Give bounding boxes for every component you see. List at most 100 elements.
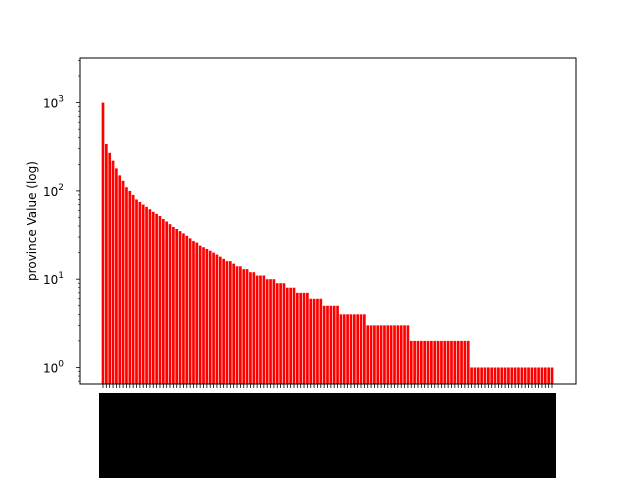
bar	[269, 279, 272, 384]
bar	[259, 275, 262, 384]
bar	[195, 242, 199, 384]
bar	[413, 340, 416, 384]
bar	[396, 325, 400, 384]
bar	[312, 298, 316, 384]
bar	[121, 180, 125, 384]
bar	[326, 305, 329, 384]
bar	[148, 209, 152, 384]
bar	[419, 340, 423, 384]
bar	[363, 314, 366, 384]
bar	[239, 266, 242, 384]
bar	[389, 325, 393, 384]
bar	[332, 305, 336, 384]
bar	[151, 211, 155, 384]
bar	[376, 325, 380, 384]
bar	[503, 367, 507, 384]
bar	[185, 235, 189, 384]
bar	[188, 238, 192, 384]
bar	[135, 199, 138, 384]
bar	[349, 314, 353, 384]
bar	[158, 215, 162, 384]
bar	[275, 283, 279, 384]
bar	[138, 201, 142, 384]
bar	[279, 283, 282, 384]
bar	[255, 275, 259, 384]
bar	[182, 233, 185, 384]
bar	[373, 325, 376, 384]
bar	[218, 256, 222, 384]
bar	[225, 261, 229, 384]
bar	[523, 367, 527, 384]
bar	[125, 187, 128, 384]
bar	[463, 340, 467, 384]
bar	[262, 275, 266, 384]
bar	[416, 340, 420, 384]
bar	[302, 292, 306, 384]
bar	[359, 314, 363, 384]
bar	[366, 325, 370, 384]
bar	[369, 325, 373, 384]
bar	[520, 367, 524, 384]
bar	[423, 340, 427, 384]
bar	[309, 298, 313, 384]
bar	[175, 229, 179, 384]
bar	[202, 247, 205, 384]
bar	[493, 367, 497, 384]
bars-group	[101, 102, 554, 384]
bar	[550, 367, 554, 384]
bar	[470, 367, 473, 384]
bar	[460, 340, 463, 384]
bar	[446, 340, 450, 384]
bar	[487, 367, 490, 384]
y-ticks-group: 100 101 102 103	[43, 60, 80, 382]
bar	[500, 367, 504, 384]
x-ticks-group	[99, 384, 556, 478]
bar	[165, 221, 168, 384]
bar	[436, 340, 440, 384]
bar	[285, 287, 289, 384]
bar	[118, 175, 122, 384]
bar	[510, 367, 514, 384]
bar	[172, 227, 175, 384]
bar	[386, 325, 390, 384]
bar	[443, 340, 447, 384]
bar	[141, 204, 145, 384]
bar	[265, 279, 269, 384]
bar	[543, 367, 547, 384]
bar	[272, 279, 276, 384]
bar	[155, 213, 158, 384]
bar	[507, 367, 510, 384]
bar	[282, 283, 286, 384]
bar	[105, 143, 108, 384]
bar	[453, 340, 457, 384]
bar	[145, 206, 148, 384]
bar	[228, 261, 232, 384]
bar	[466, 340, 470, 384]
bar	[319, 298, 323, 384]
bar	[108, 152, 112, 384]
bar	[178, 231, 182, 384]
bar	[497, 367, 500, 384]
bar	[433, 340, 437, 384]
bar	[111, 160, 115, 384]
bar	[292, 287, 296, 384]
bar	[440, 340, 443, 384]
bar	[208, 250, 212, 384]
bar	[393, 325, 396, 384]
bar	[205, 248, 209, 384]
bar	[547, 367, 550, 384]
bar	[245, 269, 249, 384]
bar	[517, 367, 520, 384]
bar	[513, 367, 517, 384]
bar	[490, 367, 494, 384]
bar	[346, 314, 349, 384]
bar	[289, 287, 292, 384]
bar	[235, 266, 239, 384]
plot-frame	[79, 57, 577, 385]
bar	[409, 340, 413, 384]
bar	[403, 325, 406, 384]
bar	[299, 292, 303, 384]
bar	[406, 325, 410, 384]
bar	[530, 367, 534, 384]
y-axis-label: province Value (log)	[25, 161, 39, 281]
